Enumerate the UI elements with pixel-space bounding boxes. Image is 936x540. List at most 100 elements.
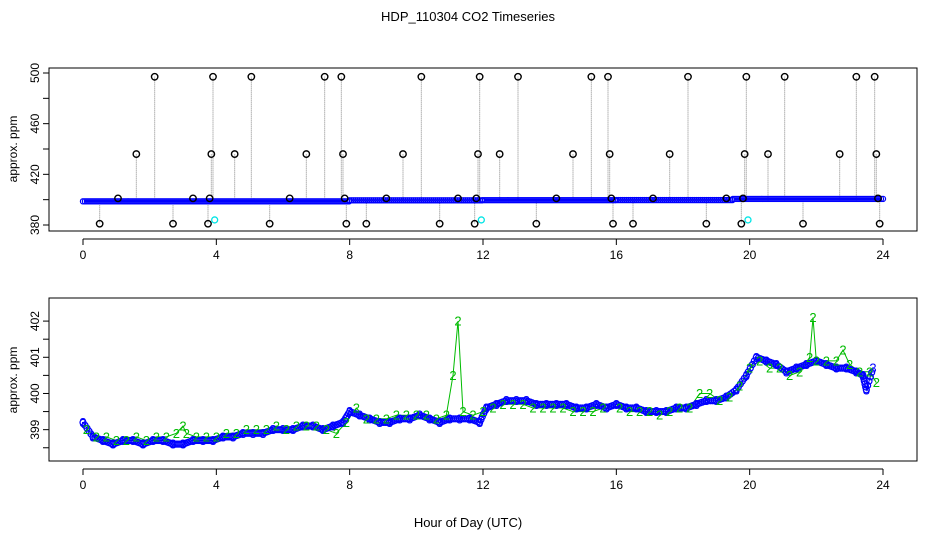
baseline-point xyxy=(462,197,469,204)
baseline-point xyxy=(93,198,101,205)
baseline-point xyxy=(879,195,887,203)
baseline-point xyxy=(689,196,696,204)
series-marker-3: 3 xyxy=(683,400,690,415)
baseline-point xyxy=(319,198,327,205)
baseline-point xyxy=(569,196,577,204)
baseline-point xyxy=(372,197,379,204)
spike-point xyxy=(337,72,346,81)
baseline-point xyxy=(243,198,251,205)
baseline-point xyxy=(135,198,143,205)
series-marker-2: 2 xyxy=(549,400,556,415)
baseline-point xyxy=(229,198,237,205)
spike-point xyxy=(207,150,216,158)
spike-point xyxy=(665,150,674,158)
spike-point xyxy=(95,219,104,228)
series-marker-3: 3 xyxy=(299,419,306,434)
baseline-point xyxy=(643,196,650,204)
series-marker-3: 3 xyxy=(813,353,820,368)
baseline-point xyxy=(519,196,527,204)
baseline-point xyxy=(535,196,543,204)
baseline-point xyxy=(233,198,241,205)
baseline-point xyxy=(797,195,805,203)
spike-point xyxy=(739,194,747,203)
baseline-point xyxy=(123,198,131,205)
series-marker-3: 3 xyxy=(523,393,530,408)
series-point-circle xyxy=(864,381,872,390)
series-marker-2: 2 xyxy=(283,422,290,437)
baseline-point xyxy=(785,195,793,203)
baseline-point xyxy=(507,196,515,204)
top-panel-x-tick-label: 0 xyxy=(80,248,87,262)
baseline-point xyxy=(255,198,263,205)
baseline-point xyxy=(505,196,513,204)
baseline-point xyxy=(177,198,185,205)
series-marker-3: 3 xyxy=(623,400,630,415)
baseline-point xyxy=(659,196,666,204)
top-panel-x-tick-label: 16 xyxy=(610,248,624,262)
series-marker-3: 3 xyxy=(426,411,433,426)
baseline-point xyxy=(143,198,151,205)
series-marker-3: 3 xyxy=(149,433,156,448)
baseline-point xyxy=(356,197,363,204)
baseline-point xyxy=(410,197,417,204)
bottom-panel: approx. ppm 33 3 3 3 3 3 3 3 3 3 3 3 3 3 3 3 3 3 3 3 3 3 3 3 3 33… xyxy=(6,297,918,492)
baseline-point xyxy=(597,196,605,204)
baseline-point xyxy=(629,196,636,204)
baseline-point xyxy=(235,198,243,205)
top-panel-y-tick-label: 380 xyxy=(28,215,42,235)
baseline-point xyxy=(599,196,607,204)
baseline-point xyxy=(697,196,704,204)
baseline-point xyxy=(769,195,777,203)
spike-point xyxy=(870,72,879,81)
baseline-point xyxy=(839,195,847,203)
series-marker-3: 3 xyxy=(89,429,96,444)
series-marker-2: 2 xyxy=(786,368,793,383)
baseline-point xyxy=(817,195,825,203)
baseline-point xyxy=(271,198,279,205)
series-marker-2: 2 xyxy=(579,404,586,419)
baseline-point xyxy=(601,196,609,204)
series-marker-3: 3 xyxy=(199,433,206,448)
baseline-point xyxy=(161,198,169,205)
series-marker-2: 2 xyxy=(839,343,846,358)
series-marker-3: 3 xyxy=(366,411,373,426)
baseline-point xyxy=(175,198,183,205)
bottom-panel-y-tick-label: 400 xyxy=(28,383,42,403)
series-marker-2: 2 xyxy=(726,390,733,405)
baseline-point xyxy=(707,196,714,204)
series-marker-3: 3 xyxy=(733,382,740,397)
baseline-point xyxy=(275,198,283,205)
series-marker-2: 2 xyxy=(243,422,250,437)
baseline-point xyxy=(657,196,664,204)
baseline-point xyxy=(97,198,105,205)
baseline-point xyxy=(795,195,803,203)
baseline-point xyxy=(169,198,177,205)
baseline-point xyxy=(414,197,421,204)
baseline-point xyxy=(81,198,89,205)
baseline-point xyxy=(681,196,688,204)
series-marker-2: 2 xyxy=(449,368,456,383)
series-point-circle xyxy=(744,368,752,376)
spike-point xyxy=(382,194,391,203)
baseline-point xyxy=(153,198,161,205)
baseline-point xyxy=(579,196,587,204)
baseline-point xyxy=(673,196,680,204)
series-marker-3: 3 xyxy=(329,419,336,434)
baseline-point xyxy=(779,195,787,203)
series-marker-3: 3 xyxy=(79,415,86,430)
baseline-point xyxy=(129,198,137,205)
baseline-point xyxy=(121,198,129,205)
baseline-point xyxy=(309,198,317,205)
spike-point xyxy=(605,150,614,158)
spike-point xyxy=(340,194,349,203)
baseline-point xyxy=(101,198,109,205)
series-marker-2: 2 xyxy=(846,357,853,372)
baseline-point xyxy=(575,196,583,204)
series-marker-3: 3 xyxy=(503,393,510,408)
baseline-point xyxy=(823,195,831,203)
baseline-point xyxy=(259,198,267,205)
series-marker-2: 2 xyxy=(756,353,763,368)
baseline-point xyxy=(813,195,821,203)
baseline-point xyxy=(531,196,539,204)
